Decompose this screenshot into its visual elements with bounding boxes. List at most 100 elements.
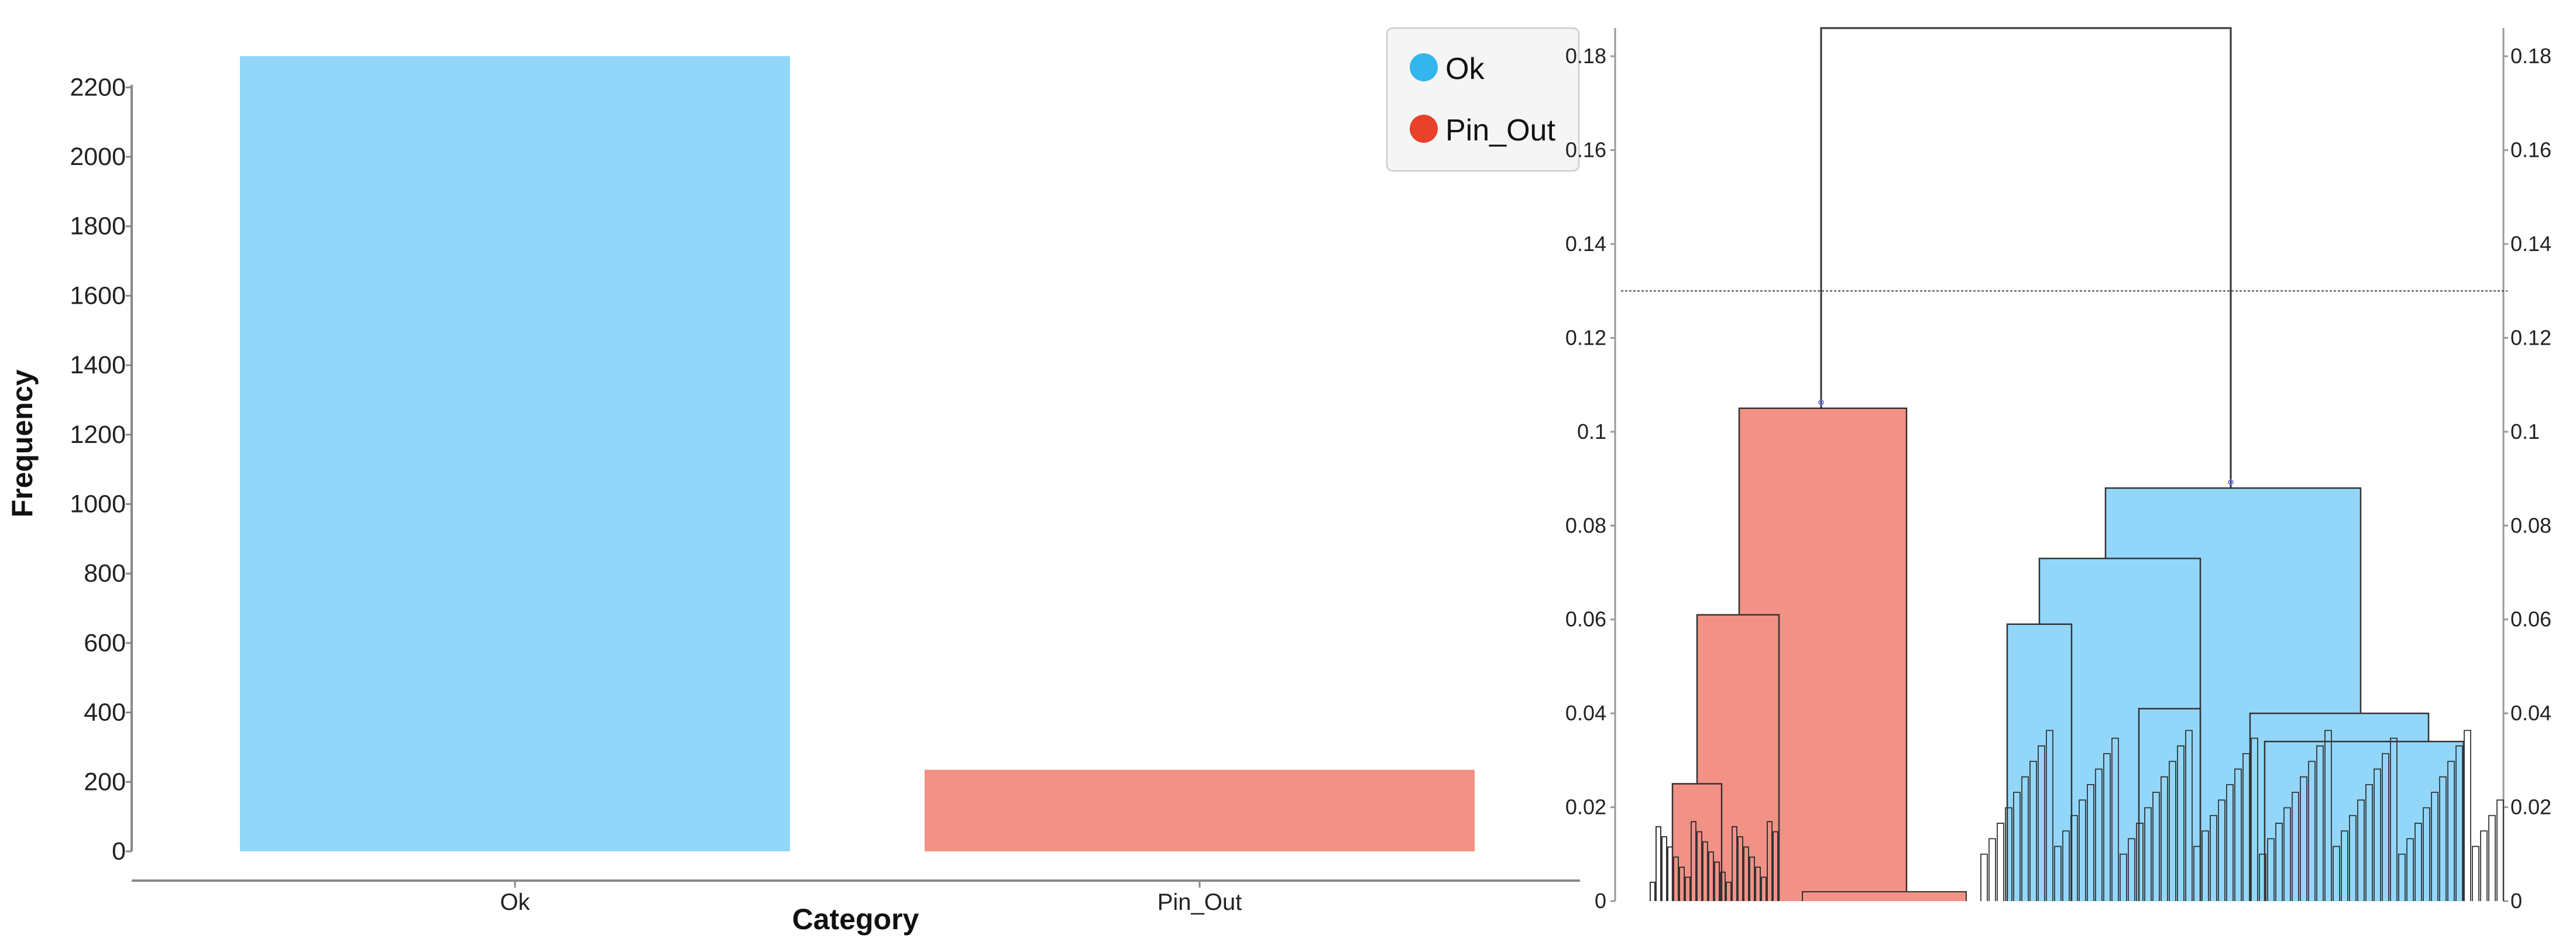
y-tick-label: 1200: [70, 421, 126, 449]
ok-leaf-link: [2201, 830, 2209, 901]
legend-box: [1386, 27, 1580, 172]
pinout-leaf-link: [1749, 856, 1755, 901]
pinout-leaf-link: [1679, 867, 1685, 901]
pinout-leaf-link: [1708, 851, 1714, 901]
frequency-bar-chart: 0 200 400 600 800 1000 1200 1400 1600 1800 2000 220…: [6, 56, 1580, 936]
pinout-leaf-link: [1743, 846, 1749, 901]
dendro-left-tick-label: 0.12: [1565, 325, 1606, 349]
y-tick-label: 400: [84, 699, 126, 727]
node-marker: [2228, 479, 2234, 486]
dendro-right-tick-label: 0.12: [2510, 325, 2551, 349]
ok-leaf-link: [2054, 846, 2062, 901]
ok-leaf-link: [2161, 776, 2168, 901]
ok-leaf-link: [2480, 830, 2488, 901]
ok-leaf-link: [2193, 846, 2201, 901]
pinout-leaf-link: [1714, 861, 1720, 901]
dendro-right-tick-label: 0.1: [2510, 420, 2540, 444]
x-tick-label: Pin_Out: [1158, 889, 1242, 915]
y-tick-label: 2200: [70, 73, 126, 101]
ok-leaf-link: [2324, 730, 2332, 901]
ok-leaf-link: [2046, 730, 2053, 901]
ok-leaf-link: [2210, 814, 2217, 901]
dendro-right-tick-label: 0.18: [2510, 44, 2551, 68]
ok-leaf-link: [2038, 745, 2045, 901]
y-tick-label: 200: [84, 768, 126, 796]
ok-leaf-link: [2496, 799, 2504, 901]
ok-leaf-link: [2398, 853, 2406, 901]
y-tick-label: 600: [84, 629, 126, 657]
ok-leaf-link: [2316, 745, 2324, 901]
x-tick-label: Ok: [500, 889, 530, 915]
ok-leaf-link: [2152, 792, 2160, 901]
ok-leaf-link: [2062, 830, 2070, 901]
ok-leaf-link: [2300, 776, 2307, 901]
dendro-right-tick-label: 0.02: [2510, 795, 2551, 819]
ok-leaf-link: [2259, 853, 2266, 901]
ok-leaf-link: [2365, 783, 2373, 901]
ok-leaf-link: [2029, 761, 2037, 901]
pinout-leaf-link: [1767, 821, 1773, 901]
ok-leaf-link: [2136, 823, 2144, 901]
ok-leaf-link: [2390, 737, 2398, 901]
legend: Ok Pin_Out: [1386, 27, 1580, 172]
dendro-right-tick-label: 0.04: [2510, 701, 2551, 725]
ok-leaf-link: [2357, 799, 2365, 901]
ok-leaf-link: [2070, 814, 2078, 901]
ok-leaf-link: [2374, 768, 2381, 901]
pinout-leaf-link: [1720, 871, 1726, 901]
ok-leaf-link: [2292, 792, 2299, 901]
ok-leaf-link: [2169, 761, 2176, 901]
pinout-leaf-link: [1685, 877, 1691, 901]
ok-leaf-link: [2128, 838, 2135, 901]
ok-leaf-link: [2333, 846, 2340, 901]
ok-leaf-link: [2185, 730, 2193, 901]
ok-leaf-link: [1980, 853, 1988, 901]
ok-leaf-link: [1988, 838, 1996, 901]
ok-leaf-link: [2095, 768, 2103, 901]
ok-subcluster-link: [2006, 623, 2073, 901]
node-marker: [1818, 399, 1824, 405]
pinout-leaf-link: [1655, 826, 1661, 901]
legend-marker-pin-out: [1410, 115, 1438, 143]
dendro-left-tick-label: 0.02: [1565, 795, 1606, 819]
ok-leaf-link: [2226, 783, 2234, 901]
ok-leaf-link: [2275, 823, 2283, 901]
pinout-flat-link: [1802, 891, 1967, 901]
pinout-leaf-link: [1673, 856, 1679, 901]
dendro-left-tick-label: 0: [1595, 889, 1606, 913]
bar-ok: [240, 56, 790, 851]
ok-leaf-link: [2021, 776, 2029, 901]
ok-leaf-link: [2488, 814, 2496, 901]
dendro-left-tick-label: 0.06: [1565, 607, 1606, 631]
ok-leaf-link: [2283, 807, 2291, 901]
ok-subcluster-link-fill: [2007, 624, 2072, 901]
dendro-left-tick-label: 0.04: [1565, 701, 1606, 725]
ok-leaf-link: [2341, 830, 2348, 901]
dendro-left-tick-label: 0.14: [1565, 232, 1606, 256]
pinout-leaf-link: [1773, 831, 1778, 901]
ok-leaf-link: [2431, 792, 2438, 901]
ok-leaf-link: [2464, 730, 2471, 901]
ok-leaf-link: [2439, 776, 2447, 901]
ok-leaf-link: [2079, 799, 2086, 901]
ok-leaf-link: [2120, 853, 2127, 901]
pinout-leaf-link: [1702, 841, 1708, 901]
ok-leaf-link: [2103, 753, 2111, 901]
y-tick-label: 2000: [70, 143, 126, 171]
pinout-leaf-link: [1755, 867, 1761, 901]
pinout-small-subcluster-link: [1671, 783, 1723, 901]
ok-leaf-link: [2455, 745, 2463, 901]
x-axis-title: Category: [792, 903, 919, 936]
y-tick-label: 0: [112, 837, 126, 865]
ok-leaf-link: [2013, 792, 2021, 901]
ok-leaf-link: [2267, 838, 2275, 901]
pinout-flat-fill: [1802, 891, 1966, 901]
pinout-leaf-link: [1761, 877, 1767, 901]
dendro-right-tick-label: 0.16: [2510, 138, 2551, 162]
pinout-leaf-link: [1661, 836, 1667, 901]
ok-leaf-link: [2308, 761, 2316, 901]
dendro-left-tick-label: 0.18: [1565, 44, 1606, 68]
ok-leaf-link: [2406, 838, 2414, 901]
pinout-leaf-link: [1732, 826, 1737, 901]
ok-leaf-link: [2251, 737, 2258, 901]
